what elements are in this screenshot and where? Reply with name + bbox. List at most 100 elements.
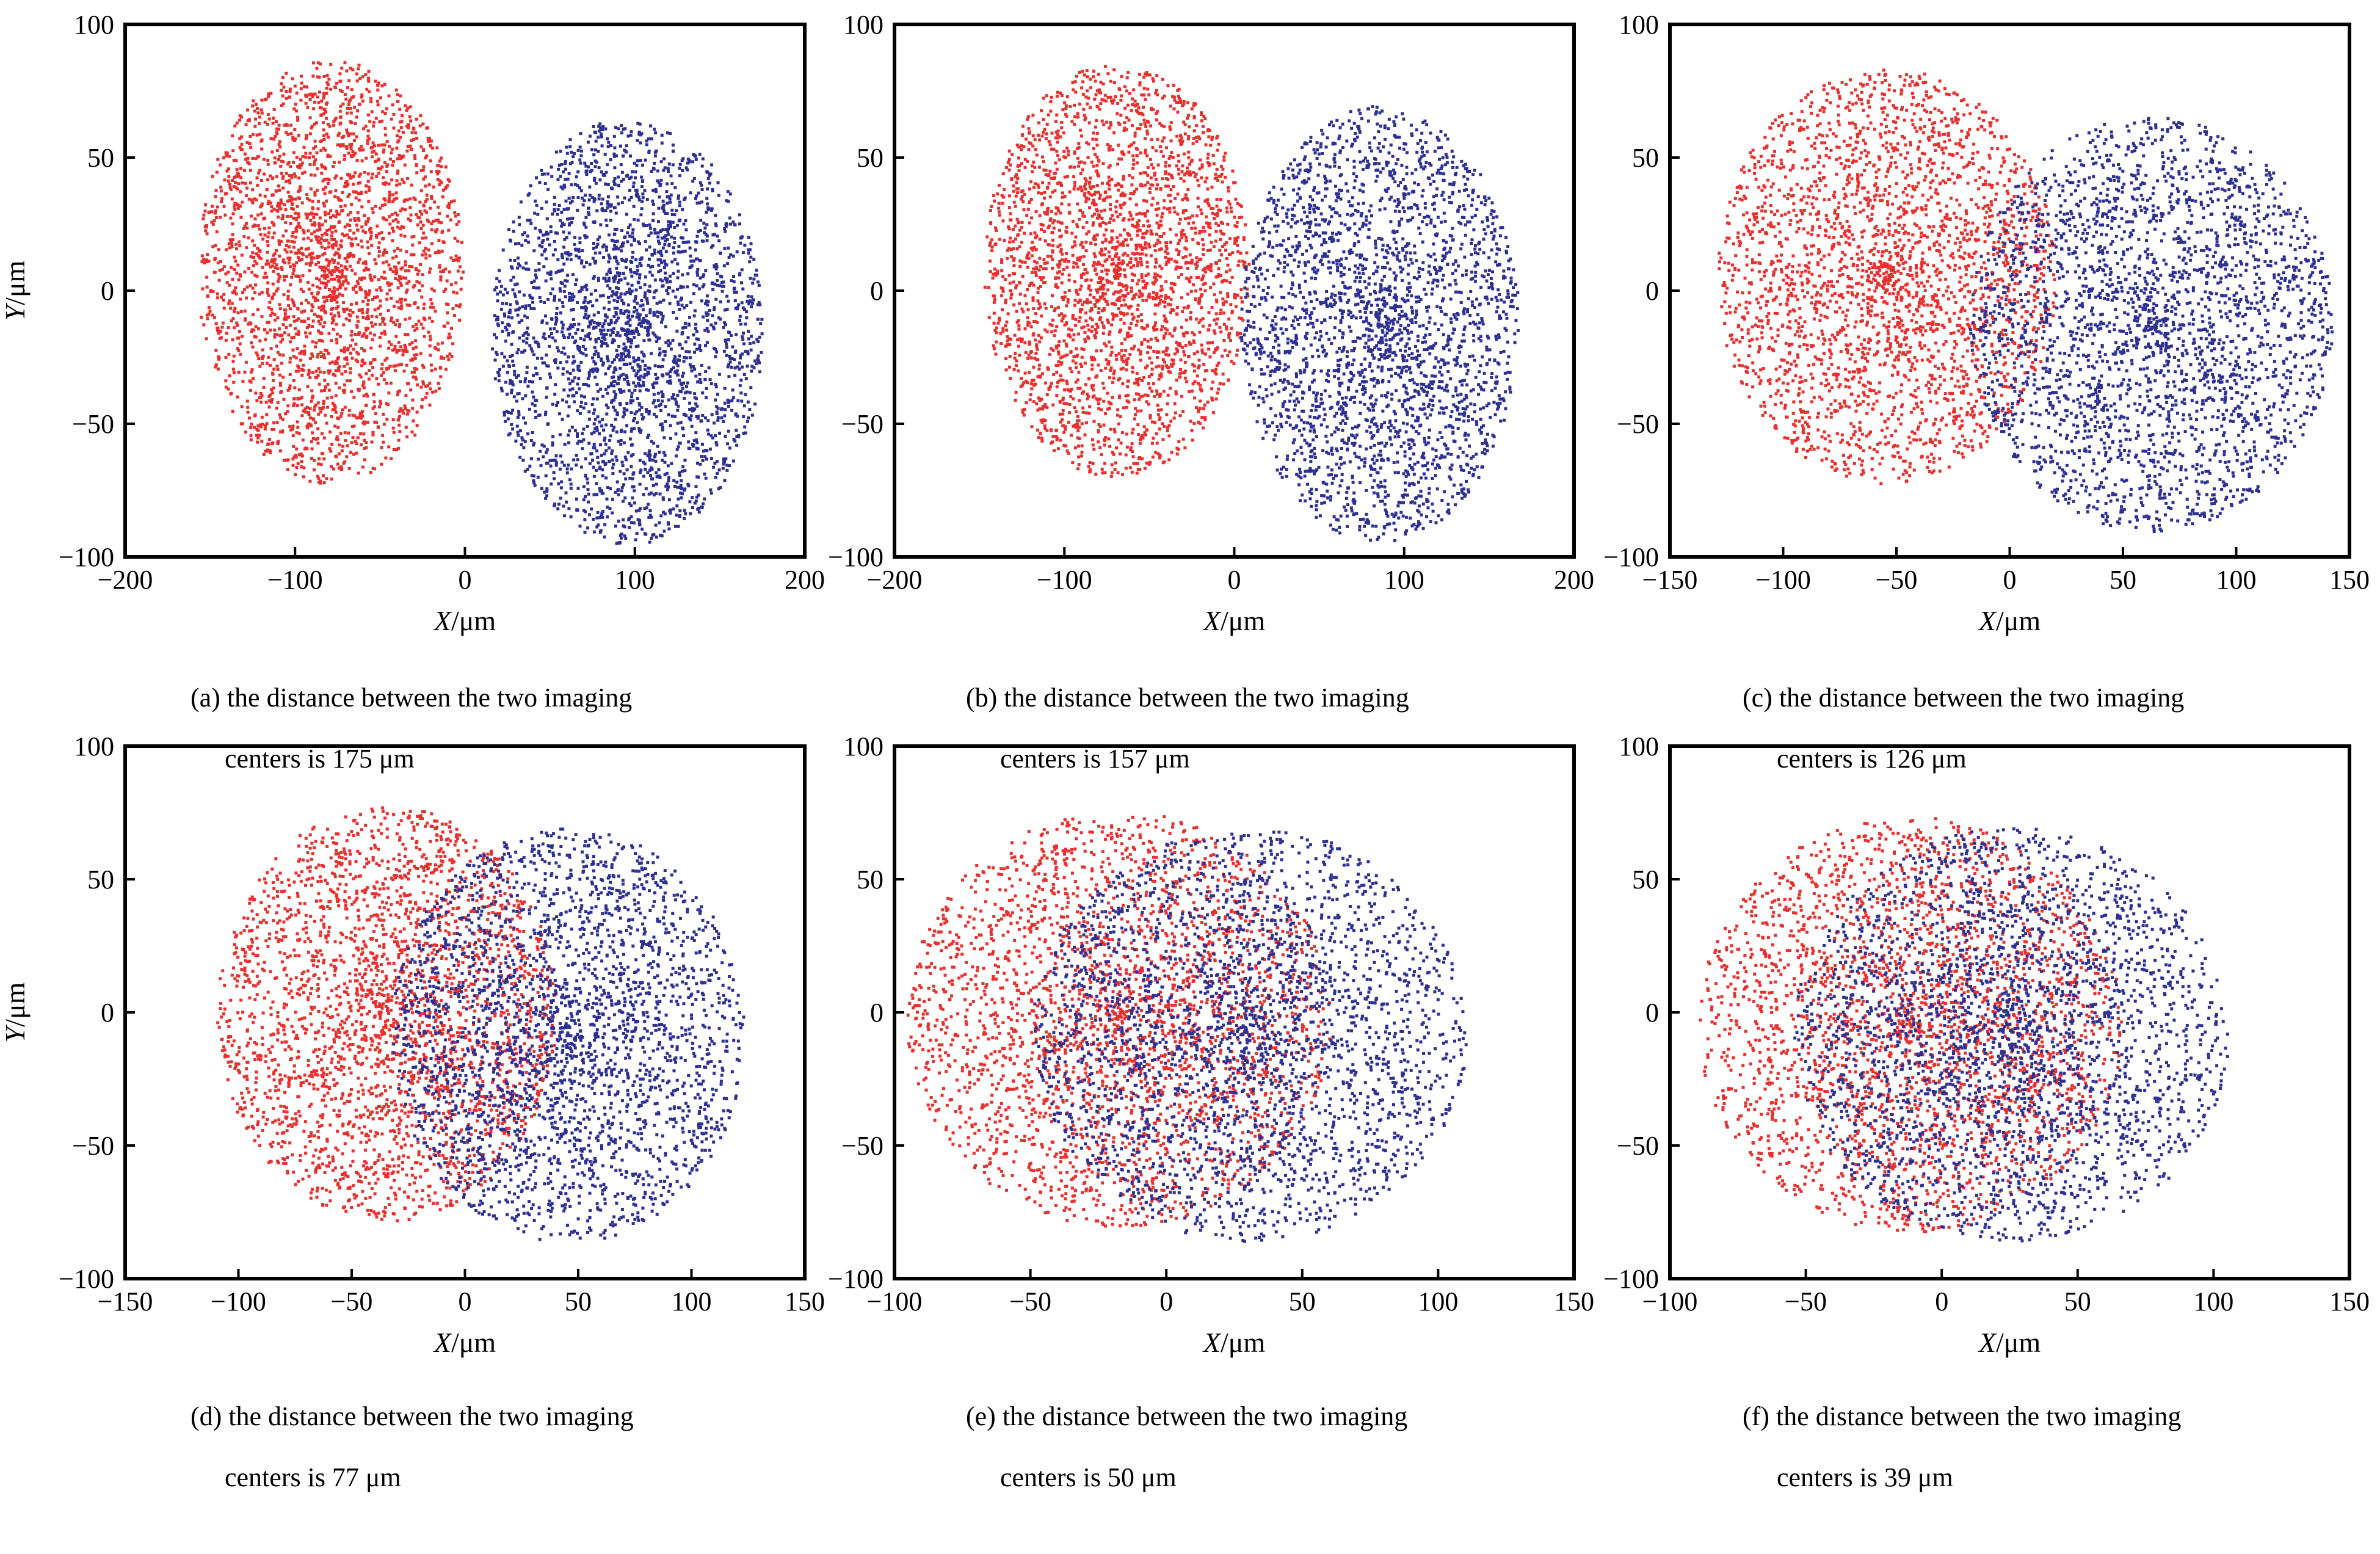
- scatter-point: [561, 460, 564, 464]
- scatter-point: [695, 397, 698, 401]
- scatter-point: [352, 396, 356, 399]
- scatter-point: [386, 309, 390, 312]
- scatter-point: [225, 169, 229, 173]
- scatter-point: [683, 459, 687, 462]
- scatter-point: [628, 288, 631, 291]
- scatter-point: [265, 187, 269, 191]
- scatter-point: [319, 350, 323, 354]
- scatter-point: [347, 134, 350, 137]
- scatter-point: [377, 382, 380, 386]
- scatter-point: [681, 157, 685, 161]
- scatter-point: [348, 264, 352, 268]
- scatter-point: [316, 352, 320, 356]
- scatter-point: [619, 144, 622, 148]
- scatter-point: [347, 408, 351, 412]
- scatter-point: [524, 377, 528, 380]
- scatter-point: [713, 264, 716, 267]
- scatter-point: [267, 294, 270, 297]
- scatter-point: [678, 204, 681, 208]
- scatter-point: [366, 299, 370, 302]
- scatter-point: [415, 213, 418, 216]
- scatter-point: [611, 187, 614, 191]
- scatter-point: [334, 394, 338, 398]
- scatter-point: [319, 106, 323, 110]
- scatter-point: [513, 292, 517, 296]
- scatter-point: [644, 326, 647, 330]
- scatter-point: [706, 419, 710, 423]
- scatter-point: [272, 261, 276, 264]
- scatter-point: [660, 141, 664, 145]
- scatter-point: [369, 360, 373, 364]
- scatter-point: [278, 140, 281, 143]
- scatter-point: [338, 220, 341, 223]
- scatter-point: [749, 277, 752, 280]
- scatter-point: [603, 436, 607, 440]
- scatter-point: [622, 363, 626, 366]
- scatter-point: [622, 272, 625, 275]
- scatter-point: [385, 107, 388, 111]
- scatter-point: [260, 415, 264, 419]
- scatter-point: [673, 213, 677, 217]
- scatter-point: [586, 377, 590, 380]
- scatter-point: [622, 178, 625, 181]
- scatter-point: [341, 307, 345, 311]
- scatter-point: [272, 222, 275, 226]
- scatter-point: [501, 321, 504, 325]
- scatter-point: [724, 408, 727, 411]
- scatter-point: [617, 316, 620, 320]
- scatter-point: [595, 429, 599, 432]
- scatter-point: [625, 468, 629, 471]
- scatter-point: [758, 303, 762, 307]
- scatter-point: [339, 104, 343, 108]
- scatter-point: [606, 163, 609, 167]
- scatter-point: [340, 449, 344, 452]
- scatter-point: [591, 370, 595, 374]
- scatter-point: [260, 291, 264, 294]
- scatter-point: [448, 202, 451, 205]
- scatter-point: [338, 80, 342, 83]
- scatter-point: [543, 301, 546, 304]
- scatter-point: [394, 272, 397, 275]
- scatter-point: [553, 393, 557, 396]
- scatter-point: [372, 150, 376, 153]
- scatter-point: [289, 132, 293, 136]
- scatter-point: [296, 205, 299, 208]
- scatter-point: [358, 103, 361, 106]
- scatter-point: [650, 515, 653, 519]
- scatter-point: [653, 290, 656, 294]
- scatter-point: [311, 93, 314, 96]
- scatter-point: [700, 188, 704, 191]
- scatter-point: [672, 366, 675, 369]
- scatter-point: [299, 288, 303, 291]
- scatter-point: [661, 314, 665, 318]
- scatter-point: [284, 229, 288, 233]
- scatter-point: [211, 175, 214, 178]
- scatter-point: [383, 358, 387, 362]
- scatter-point: [543, 182, 547, 185]
- scatter-point: [688, 401, 692, 405]
- scatter-point: [521, 305, 524, 308]
- scatter-point: [336, 305, 340, 308]
- scatter-point: [207, 211, 211, 214]
- scatter-point: [336, 267, 340, 271]
- scatter-point: [295, 91, 299, 95]
- scatter-point: [625, 402, 629, 405]
- scatter-point: [365, 156, 368, 160]
- scatter-point: [656, 445, 659, 448]
- scatter-point: [266, 288, 269, 291]
- scatter-point: [614, 368, 618, 372]
- scatter-point: [239, 148, 243, 151]
- scatter-point: [285, 90, 288, 93]
- scatter-point: [626, 240, 629, 244]
- scatter-point: [258, 169, 262, 172]
- scatter-point: [216, 367, 220, 371]
- scatter-point: [561, 187, 565, 191]
- scatter-point: [396, 247, 399, 250]
- scatter-point: [277, 143, 281, 147]
- scatter-point: [646, 454, 650, 457]
- scatter-point: [437, 239, 441, 242]
- scatter-point: [331, 269, 335, 272]
- scatter-point: [539, 464, 543, 468]
- scatter-point: [576, 435, 579, 438]
